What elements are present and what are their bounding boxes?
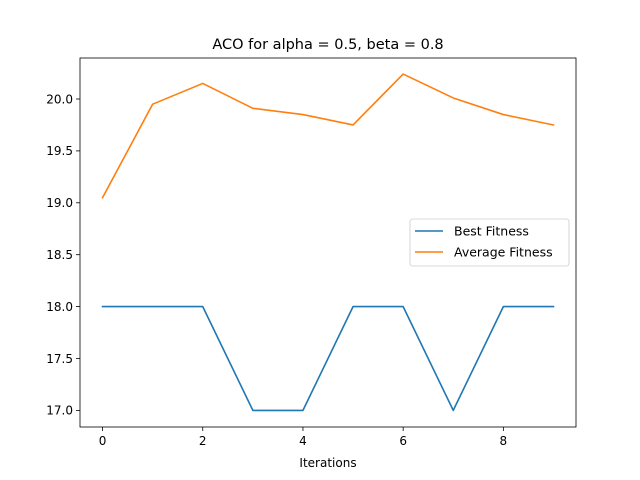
- series-line-best-fitness: [101, 305, 555, 412]
- y-tick-label: 20.0: [46, 92, 73, 106]
- y-tick-label: 18.0: [46, 300, 73, 314]
- y-tick-label: 17.5: [46, 352, 73, 366]
- x-tick-label: 4: [299, 434, 307, 448]
- y-axis-ticks: 17.0 17.5 18.0 18.5 19.0 19.5 20.0: [46, 92, 80, 418]
- legend-box: [409, 218, 570, 267]
- x-tick-label: 8: [500, 434, 508, 448]
- series-layer: [101, 73, 555, 412]
- x-tick-label: 6: [399, 434, 407, 448]
- series-line-average-fitness: [101, 73, 555, 199]
- x-axis-ticks: 0 2 4 6 8: [99, 427, 507, 448]
- legend-label: Average Fitness: [454, 245, 553, 260]
- x-tick-label: 0: [99, 434, 107, 448]
- y-tick-label: 17.0: [46, 404, 73, 418]
- plot-frame: [79, 57, 577, 428]
- legend: Best Fitness Average Fitness: [409, 218, 570, 267]
- legend-label: Best Fitness: [454, 224, 529, 239]
- x-axis-label: Iterations: [299, 456, 356, 470]
- y-tick-label: 19.5: [46, 144, 73, 158]
- x-tick-label: 2: [199, 434, 207, 448]
- chart-title: ACO for alpha = 0.5, beta = 0.8: [212, 37, 443, 53]
- y-tick-label: 19.0: [46, 196, 73, 210]
- y-tick-label: 18.5: [46, 248, 73, 262]
